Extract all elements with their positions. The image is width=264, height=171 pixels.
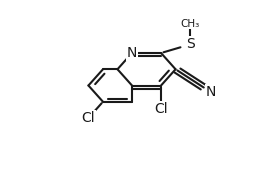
- Text: N: N: [127, 46, 137, 60]
- Text: N: N: [206, 85, 216, 99]
- Text: Cl: Cl: [82, 111, 95, 125]
- Text: S: S: [186, 37, 195, 51]
- Text: Cl: Cl: [154, 102, 168, 116]
- Text: CH₃: CH₃: [181, 19, 200, 29]
